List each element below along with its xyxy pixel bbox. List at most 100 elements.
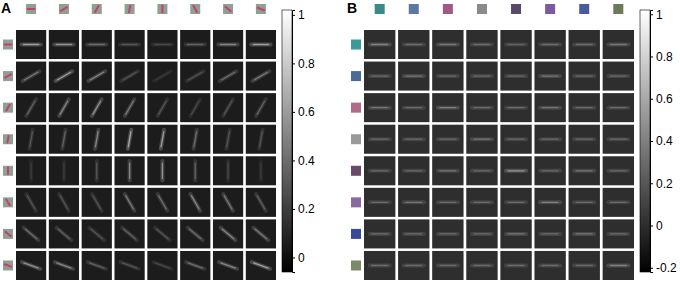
cell-background [246, 125, 276, 154]
thumbnail [3, 197, 13, 207]
cell-background [466, 156, 497, 185]
cell-streak [57, 72, 70, 80]
cell-background [603, 251, 634, 280]
cell-streak [63, 132, 66, 147]
cell-background [114, 156, 144, 185]
tick-mark [650, 226, 653, 227]
cells [364, 30, 634, 280]
cell-background [569, 156, 600, 185]
thumbnail [3, 229, 13, 239]
cell-background [82, 93, 112, 122]
cell-background [398, 188, 429, 217]
cell-glow [121, 262, 139, 269]
thumbnail-patch [351, 134, 361, 144]
cell-glow [472, 263, 492, 267]
cell-glow [608, 74, 628, 78]
cell-background [49, 125, 79, 154]
cell-glow [472, 137, 492, 141]
cell-streak [610, 202, 626, 203]
thumbnail [59, 4, 69, 14]
cell-streak [254, 72, 267, 80]
cell-streak [155, 44, 170, 45]
cell-background [49, 62, 79, 91]
cell-streak [542, 265, 558, 266]
cell-background [569, 251, 600, 280]
cell-streak [129, 163, 130, 178]
thumbnail-bar [5, 231, 11, 236]
cell-background [603, 156, 634, 185]
thumbnail [351, 134, 361, 144]
cell-glow [438, 263, 458, 267]
cell-background [82, 219, 112, 248]
cell-streak [221, 263, 236, 268]
cell-glow [404, 106, 424, 110]
cell-glow [154, 71, 171, 81]
tick-label: 0.2 [656, 177, 673, 191]
thumbnail-patch [351, 40, 361, 50]
tick: 0.2 [292, 202, 315, 216]
cell-background [147, 93, 177, 122]
cell-glow [540, 106, 560, 110]
cell-background [466, 251, 497, 280]
cell-glow [88, 71, 105, 81]
cell-background [500, 156, 531, 185]
cell-background [246, 251, 276, 280]
cell-streak [474, 170, 490, 171]
thumbnail-patch [511, 4, 521, 14]
cell-streak [60, 196, 68, 209]
tick-mark [650, 56, 653, 57]
cell-background [569, 30, 600, 59]
cell-glow [574, 232, 594, 236]
cell-glow [256, 194, 266, 211]
cell-glow [608, 200, 628, 204]
cell-glow [472, 232, 492, 236]
cell-background [500, 125, 531, 154]
cell-glow [404, 137, 424, 141]
thumbnail [613, 4, 623, 14]
cell-background [16, 93, 46, 122]
cell-streak [372, 233, 388, 234]
thumbnail-bar [257, 8, 265, 11]
cell-glow [506, 106, 526, 110]
cell-background [432, 251, 463, 280]
tick-label: 0 [298, 251, 305, 265]
thumbnail-patch [223, 4, 233, 14]
cell-streak [576, 107, 592, 108]
cell-background [180, 30, 210, 59]
cell-background [82, 125, 112, 154]
thumbnail-bar [193, 5, 197, 12]
thumbnail-patch [375, 4, 385, 14]
cell-glow [370, 43, 390, 47]
thumbnail [157, 4, 167, 14]
cell-glow [95, 130, 98, 149]
cell-streak [58, 229, 70, 239]
thumbnail [3, 71, 13, 81]
cell-glow [540, 200, 560, 204]
cell-streak [372, 75, 388, 76]
cell-background [147, 62, 177, 91]
thumbnail [351, 229, 361, 239]
cell-glow [404, 200, 424, 204]
cell-streak [474, 265, 490, 266]
cell-background [466, 125, 497, 154]
cell-glow [540, 232, 560, 236]
thumbnail-patch [3, 103, 13, 113]
cell-glow [218, 43, 237, 47]
thumbnail-bar [161, 5, 163, 13]
cell-glow [506, 232, 526, 236]
cell-streak [89, 44, 104, 45]
cell-streak [30, 132, 33, 147]
cell-glow [223, 194, 233, 211]
cell-glow [223, 99, 233, 116]
cell-streak [576, 139, 592, 140]
thumbnail-patch [351, 229, 361, 239]
cell-glow [29, 161, 33, 180]
cell-background [534, 219, 565, 248]
cell-streak [406, 170, 422, 171]
thumbnail-bar [95, 5, 99, 12]
thumbnail [351, 166, 361, 176]
tick-mark [292, 63, 295, 64]
cell-streak [195, 163, 196, 178]
cell-glow [95, 161, 99, 180]
cell-background [180, 219, 210, 248]
